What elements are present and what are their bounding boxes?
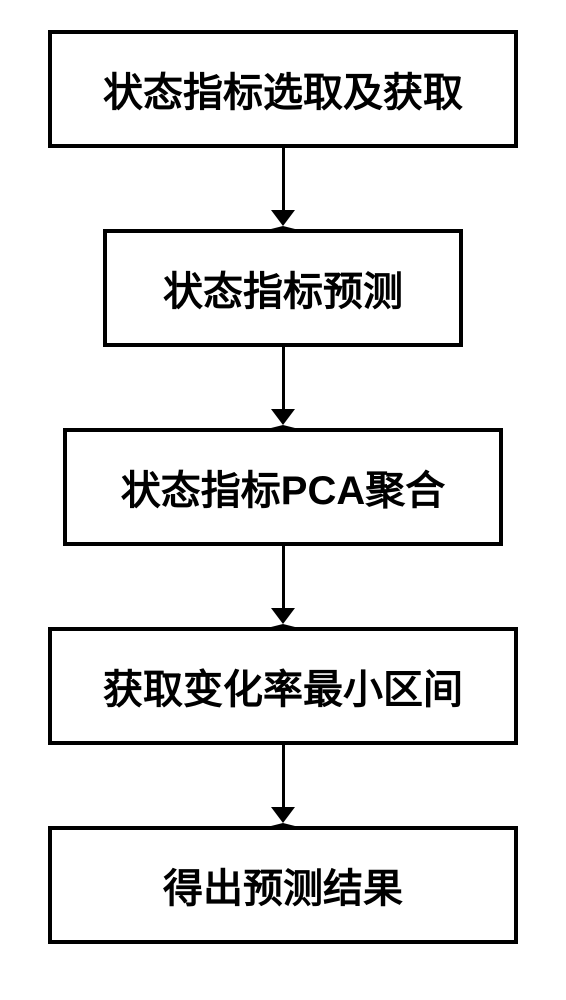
node-label: 状态指标选取及获取 <box>103 60 463 118</box>
flowchart-arrow-3 <box>271 546 295 627</box>
arrow-head-icon <box>271 807 295 826</box>
arrow-head-icon <box>271 210 295 229</box>
flowchart-node-2: 状态指标预测 <box>103 229 463 347</box>
arrow-head-icon <box>271 409 295 428</box>
flowchart-node-3: 状态指标PCA聚合 <box>63 428 503 546</box>
node-label: 状态指标PCA聚合 <box>121 458 445 516</box>
arrow-line <box>282 745 285 807</box>
arrow-head-icon <box>271 608 295 627</box>
arrow-line <box>282 347 285 409</box>
flowchart-arrow-2 <box>271 347 295 428</box>
flowchart-arrow-1 <box>271 148 295 229</box>
flowchart-node-5: 得出预测结果 <box>48 826 518 944</box>
flowchart-container: 状态指标选取及获取 状态指标预测 状态指标PCA聚合 获取变化率最小区间 得出预… <box>0 30 566 944</box>
node-label: 状态指标预测 <box>163 259 403 317</box>
node-label: 得出预测结果 <box>163 856 403 914</box>
arrow-line <box>282 148 285 210</box>
flowchart-node-4: 获取变化率最小区间 <box>48 627 518 745</box>
node-label: 获取变化率最小区间 <box>103 657 463 715</box>
arrow-line <box>282 546 285 608</box>
flowchart-node-1: 状态指标选取及获取 <box>48 30 518 148</box>
flowchart-arrow-4 <box>271 745 295 826</box>
